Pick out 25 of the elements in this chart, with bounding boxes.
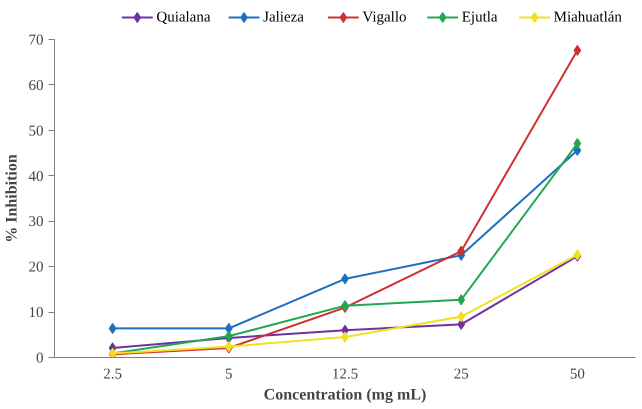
y-tick-label: 50 — [28, 123, 44, 140]
y-tick-label: 40 — [28, 168, 44, 185]
point — [457, 318, 466, 330]
y-tick-label: 0 — [36, 350, 44, 366]
y-tick-label: 20 — [28, 260, 44, 276]
point — [457, 246, 466, 257]
x-tick-label: 25 — [454, 366, 469, 382]
x-axis-title: Concentration (mg mL) — [264, 386, 426, 404]
y-tick-label: 10 — [28, 305, 44, 322]
legend-label: Miahuatlán — [554, 10, 622, 26]
x-tick-label: 50 — [570, 366, 585, 382]
x-tick-label: 12.5 — [332, 366, 358, 382]
point — [457, 294, 466, 306]
y-tick-label: 30 — [28, 214, 44, 230]
x-tick-label: 5 — [225, 366, 233, 382]
legend-label: Ejutla — [462, 10, 498, 26]
point — [457, 311, 466, 322]
legend-label: Quialana — [156, 10, 211, 26]
x-tick-label: 2.5 — [103, 366, 122, 382]
y-tick-label: 60 — [28, 78, 44, 94]
y-tick-label: 70 — [28, 32, 44, 48]
legend-label: Jalieza — [263, 10, 304, 26]
legend-label: Vigallo — [362, 10, 407, 26]
point — [224, 322, 233, 334]
y-axis-title: % Inhibition — [4, 154, 20, 243]
